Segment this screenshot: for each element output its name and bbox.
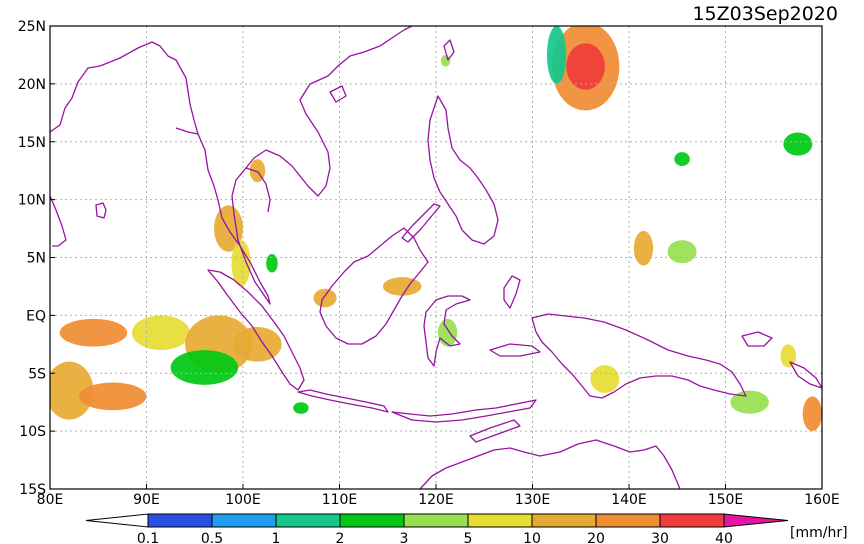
precip-cell [313,288,337,308]
precip-cell [730,390,769,414]
lon-tick-labels: 80E 90E 100E 110E 120E 130E 140E 150E 160E [37,484,840,508]
precip-cell [590,365,620,393]
colorbar: 0.1 0.5 1 2 3 5 10 20 30 40 [85,513,789,544]
precip-cell [382,277,422,296]
coast-philippines [427,95,499,245]
precip-cell [783,132,813,156]
lat-tick-label: 20N [18,77,46,93]
lon-tick-label: 100E [225,492,261,508]
colorbar-box [659,513,725,528]
lat-tick-label: EQ [26,308,46,324]
colorbar-box [211,513,277,528]
coast-borneo [319,227,429,345]
colorbar-label: 0.1 [137,531,159,544]
colorbar-label: 40 [715,531,733,544]
precip-cell [674,152,690,167]
colorbar-box [275,513,341,528]
coast-sulawesi [423,295,471,367]
coast-java [297,389,389,413]
lat-tick-label: 5S [28,366,46,382]
lat-tick-label: 5N [27,251,46,267]
lon-tick-label: 80E [37,492,64,508]
coast-sumatra [207,269,305,391]
precip-cell [802,396,822,432]
precip-cell [667,240,697,264]
precip-cell [233,326,282,362]
grid-lines [50,26,822,489]
precip-cell [780,344,796,368]
lon-tick-label: 150E [708,492,744,508]
coast-sri-lanka [95,202,107,219]
coast-taiwan [443,39,455,61]
colorbar-label: 3 [400,531,409,544]
lat-tick-label: 15N [18,135,46,151]
lon-tick-label: 90E [133,492,160,508]
precip-cell [78,382,147,411]
lon-tick-label: 160E [804,492,840,508]
coast-palawan [401,203,441,243]
coast-new-britain [741,331,773,347]
lat-tick-label: 10S [19,424,46,440]
coastlines [50,26,822,489]
colorbar-label: 1 [272,531,281,544]
coast-myanmar-malaya [197,133,271,305]
coast-hainan [329,85,347,103]
colorbar-over-triangle [723,513,789,528]
precip-cell [437,318,458,347]
colorbar-box [147,513,213,528]
map-title: 15Z03Sep2020 [692,3,838,25]
colorbar-label: 20 [587,531,605,544]
colorbar-label: 0.5 [201,531,223,544]
coast-indochina [245,26,413,197]
colorbar-label: 2 [336,531,345,544]
coast-india [50,41,199,135]
colorbar-label: 30 [651,531,669,544]
lon-tick-label: 120E [418,492,454,508]
colorbar-box [339,513,405,528]
colorbar-box [403,513,469,528]
colorbar-units: [mm/hr] [790,525,848,541]
coast-india-west [50,195,67,247]
coast-lesser-sunda [391,399,537,423]
coast-seram [489,343,541,357]
coast-halmahera [503,275,521,309]
coast-solomons [789,361,822,389]
lat-tick-label: 15S [19,482,46,498]
coast-australia [419,439,681,489]
precip-cell [633,230,654,266]
precip-cell [293,402,309,414]
colorbar-under-triangle [85,513,149,528]
lon-tick-label: 110E [322,492,358,508]
coast-new-guinea [531,313,747,399]
precip-cell [170,350,239,385]
lat-tick-label: 25N [18,19,46,35]
lat-tick-label: 10N [18,193,46,209]
lon-tick-label: 130E [515,492,551,508]
precip-cell [440,54,451,67]
precip-cell [566,43,605,90]
precip-cell [546,26,567,84]
colorbar-box [595,513,661,528]
precip-cell [59,318,128,347]
precip-cell [231,240,251,287]
colorbar-box [531,513,597,528]
precip-cell [50,361,94,420]
lon-tick-label: 140E [611,492,647,508]
colorbar-label: 5 [464,531,473,544]
coast-timor [469,419,521,443]
colorbar-box [467,513,533,528]
lat-tick-labels: 25N 20N 15N 10N 5N EQ 5S 10S 15S [18,19,55,498]
precip-cell [132,315,190,351]
precip-layer [50,26,822,432]
colorbar-label: 10 [523,531,541,544]
precip-cell [266,254,278,273]
